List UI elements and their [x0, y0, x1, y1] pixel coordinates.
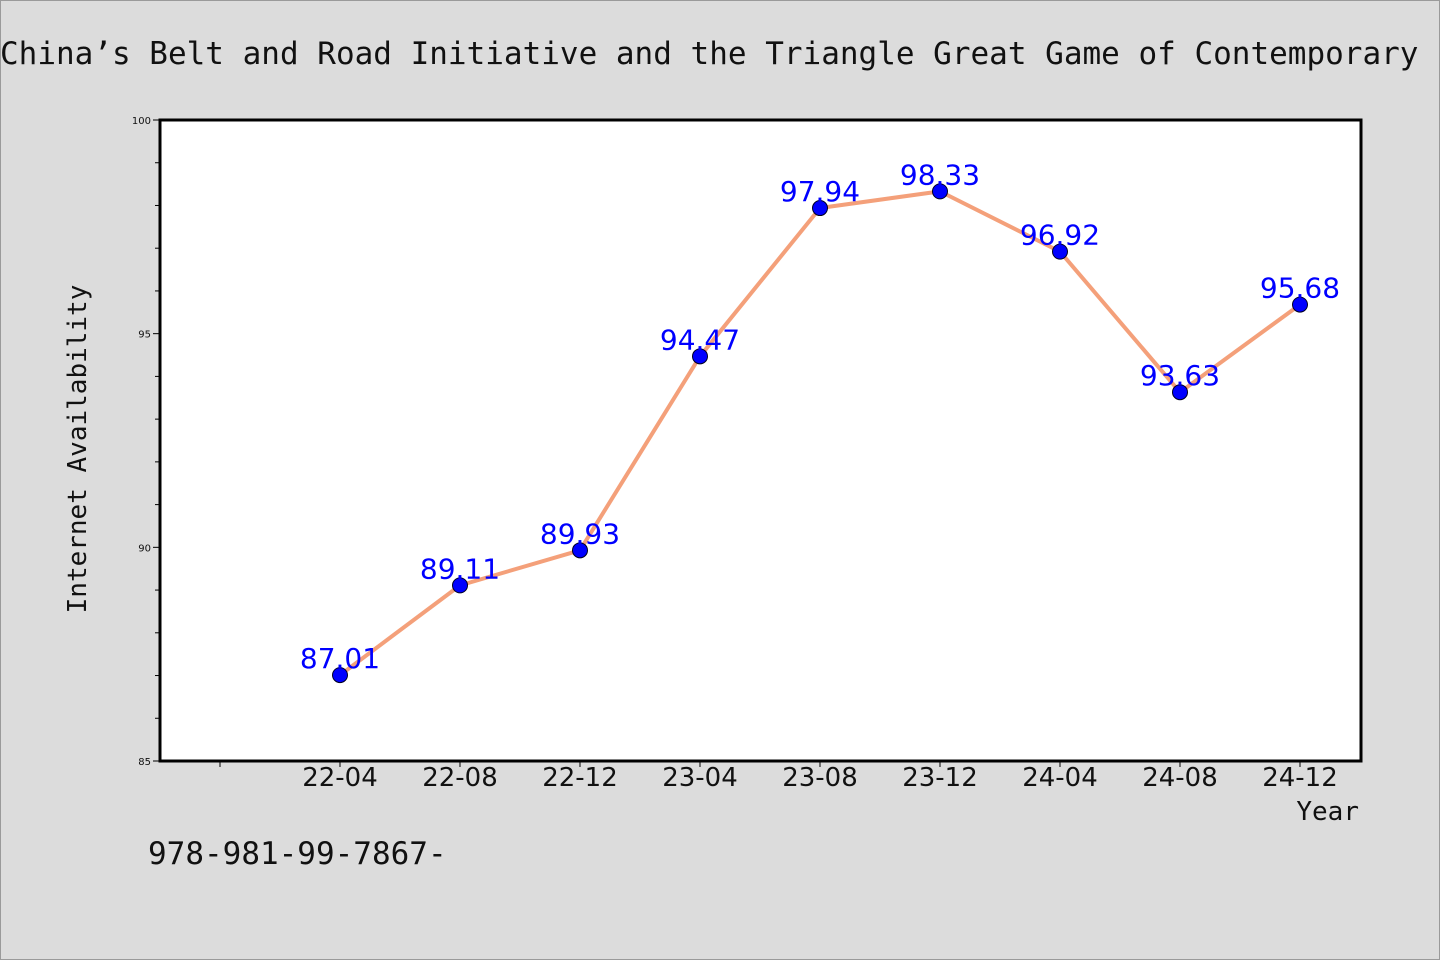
y-tick-label: 100: [132, 116, 151, 127]
x-tick-label: 24-08: [1142, 763, 1218, 793]
y-tick-label: 90: [138, 543, 151, 554]
data-label: 97.94: [780, 175, 860, 208]
data-label: 98.33: [900, 158, 980, 191]
data-point: [572, 542, 588, 559]
x-tick-label: 22-08: [422, 763, 498, 793]
data-label: 95.68: [1260, 272, 1340, 305]
data-label: 93.63: [1140, 359, 1220, 392]
data-point: [452, 577, 468, 594]
x-axis-ticks: 22-04 22-08 22-12 23-04 23-08 23-12 24-04 24-08…: [219, 761, 1338, 793]
x-tick-label: 23-04: [662, 763, 738, 793]
data-point: [932, 183, 948, 200]
data-point: [692, 348, 708, 365]
data-label: 87.01: [300, 642, 380, 675]
data-point: [1172, 384, 1188, 401]
chart-title: China’s Belt and Road Initiative and the…: [0, 36, 1440, 72]
x-tick-label: 22-12: [542, 763, 618, 793]
data-point: [1292, 296, 1308, 313]
data-points: [332, 183, 1308, 684]
y-tick-label: 95: [138, 330, 151, 341]
data-point: [812, 200, 828, 217]
x-tick-label: 22-04: [302, 763, 378, 793]
data-label: 96.92: [1020, 219, 1100, 252]
plot-area: [158, 118, 1363, 763]
data-label: 89.11: [420, 552, 500, 585]
x-tick-label: 24-04: [1022, 763, 1098, 793]
data-labels: 87.01 89.11 89.93 94.47 97.94 98.33 96.92 93.63…: [300, 158, 1340, 675]
data-label: 89.93: [540, 517, 620, 550]
data-label: 94.47: [660, 323, 740, 356]
x-tick-label: 24-12: [1262, 763, 1338, 793]
x-tick-label: 23-12: [902, 763, 978, 793]
x-axis-label: Year: [1296, 797, 1359, 827]
x-tick-label: 23-08: [782, 763, 858, 793]
footer-text: 978-981-99-7867-: [148, 836, 447, 872]
data-point: [332, 667, 348, 684]
y-tick-label: 85: [138, 757, 151, 768]
data-point: [1052, 243, 1068, 260]
y-axis-label: Internet Availability: [63, 285, 93, 614]
y-axis-ticks: 85 90 95 100: [132, 116, 160, 768]
